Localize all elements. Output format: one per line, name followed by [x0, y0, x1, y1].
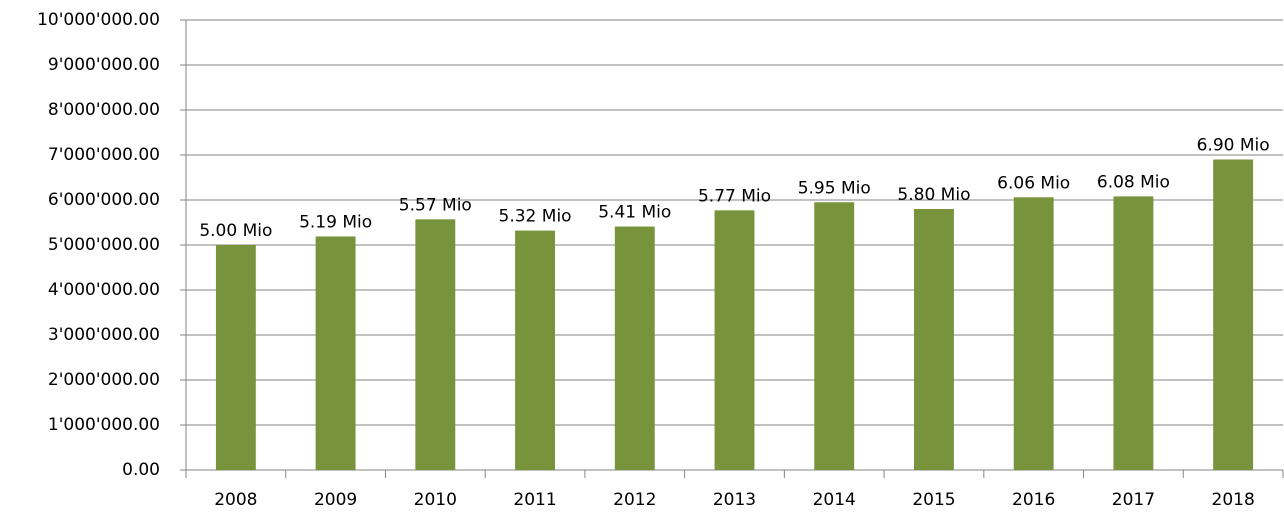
bar — [714, 210, 755, 470]
bar — [315, 236, 356, 470]
y-tick-label: 4'000'000.00 — [48, 280, 160, 300]
x-tick-label: 2017 — [1112, 490, 1155, 510]
x-tick-label: 2018 — [1212, 490, 1255, 510]
y-tick-label: 8'000'000.00 — [48, 100, 160, 120]
y-tick-label: 7'000'000.00 — [48, 145, 160, 165]
y-tick-label: 0.00 — [122, 460, 160, 480]
y-tick-label: 9'000'000.00 — [48, 55, 160, 75]
data-label: 5.32 Mio — [499, 207, 572, 227]
data-label: 6.08 Mio — [1097, 172, 1170, 192]
x-tick-label: 2015 — [912, 490, 955, 510]
bar — [614, 226, 655, 470]
bar — [515, 230, 555, 470]
data-label: 5.41 Mio — [598, 203, 671, 223]
x-tick-label: 2008 — [214, 490, 257, 510]
y-tick-label: 5'000'000.00 — [48, 235, 160, 255]
bar — [1213, 159, 1254, 470]
bar — [814, 202, 855, 470]
data-label: 6.06 Mio — [997, 173, 1070, 193]
y-tick-label: 3'000'000.00 — [48, 325, 160, 345]
y-tick-label: 2'000'000.00 — [48, 370, 160, 390]
data-label: 5.77 Mio — [698, 186, 771, 206]
x-tick-label: 2013 — [713, 490, 756, 510]
data-label: 5.57 Mio — [399, 195, 472, 215]
bar — [1113, 196, 1154, 470]
x-tick-label: 2012 — [613, 490, 656, 510]
data-label: 6.90 Mio — [1197, 136, 1270, 156]
bar — [914, 209, 954, 470]
data-label: 5.80 Mio — [897, 185, 970, 205]
x-tick-label: 2014 — [813, 490, 856, 510]
data-label: 5.00 Mio — [199, 221, 272, 241]
x-tick-label: 2010 — [414, 490, 457, 510]
data-label: 5.19 Mio — [299, 212, 372, 232]
bar — [215, 245, 256, 470]
bar — [415, 219, 456, 470]
data-label: 5.95 Mio — [798, 178, 871, 198]
x-tick-label: 2016 — [1012, 490, 1055, 510]
bar — [1013, 197, 1054, 471]
y-tick-label: 10'000'000.00 — [37, 10, 160, 30]
y-tick-label: 6'000'000.00 — [48, 190, 160, 210]
x-tick-label: 2011 — [513, 490, 556, 510]
y-tick-label: 1'000'000.00 — [48, 415, 160, 435]
x-tick-label: 2009 — [314, 490, 357, 510]
